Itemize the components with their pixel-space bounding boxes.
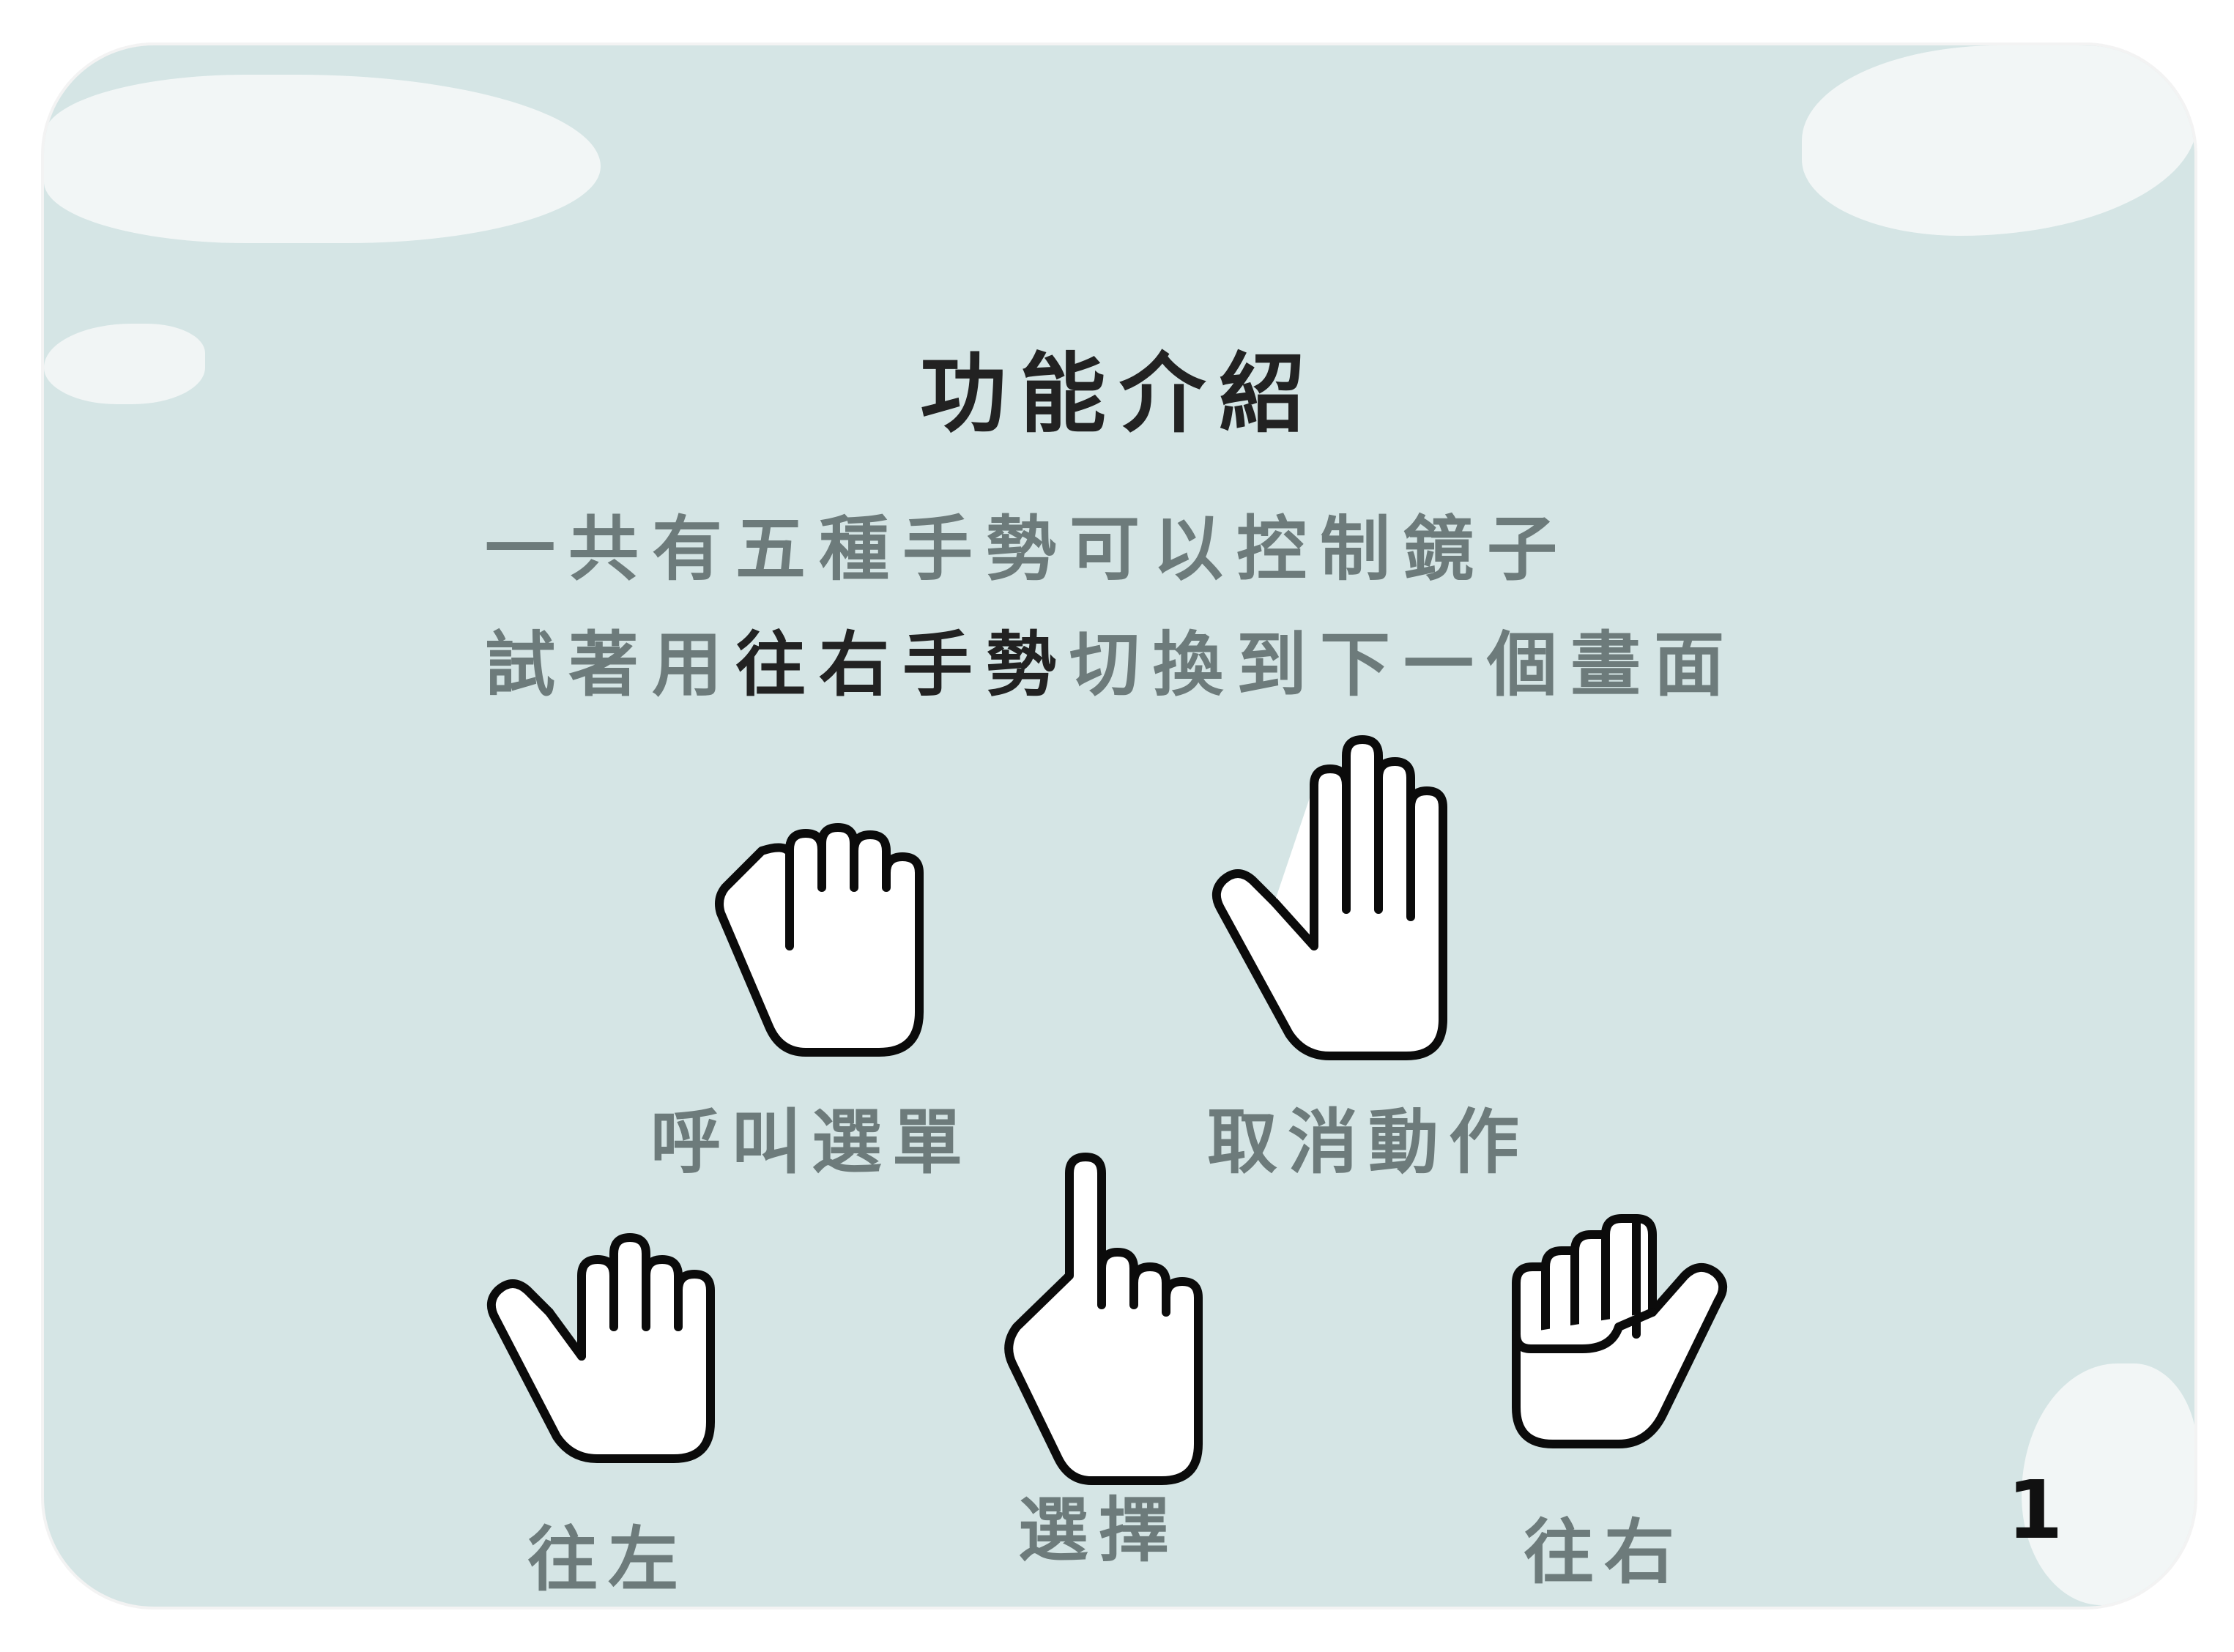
gesture-select-label: 選擇 bbox=[1018, 1489, 1179, 1571]
intro-line-2-prefix: 試著用 bbox=[485, 624, 735, 706]
pointing-finger-icon bbox=[1004, 1153, 1203, 1485]
intro-line-2-suffix: 切換到下一個畫面 bbox=[1069, 624, 1737, 706]
gesture-menu-label: 呼叫選單 bbox=[650, 1101, 973, 1183]
texture-splash-bottom-right bbox=[2022, 1363, 2194, 1605]
gesture-menu bbox=[710, 792, 945, 1074]
fist-icon bbox=[715, 823, 924, 1057]
slide-panel: 功能介紹 一共有五種手勢可以控制鏡子 試著用往右手勢切換到下一個畫面 呼叫選單 … bbox=[44, 45, 2194, 1607]
hand-right-icon bbox=[1512, 1214, 1727, 1448]
page-number: 1 bbox=[2007, 1463, 2063, 1557]
texture-splash-left bbox=[44, 324, 205, 404]
intro-line-2-highlight: 往右手勢 bbox=[735, 624, 1069, 706]
open-palm-icon bbox=[1211, 735, 1447, 1060]
gesture-cancel bbox=[1201, 726, 1465, 1081]
texture-splash-top-left bbox=[44, 75, 601, 243]
page-title: 功能介紹 bbox=[919, 343, 1318, 444]
gesture-right bbox=[1502, 1202, 1765, 1491]
hand-left-icon bbox=[486, 1233, 715, 1463]
gesture-select bbox=[974, 1151, 1238, 1513]
gesture-left bbox=[476, 1195, 740, 1491]
gesture-cancel-label: 取消動作 bbox=[1207, 1101, 1529, 1183]
texture-splash-top-right bbox=[1802, 45, 2194, 236]
intro-line-2: 試著用往右手勢切換到下一個畫面 bbox=[485, 608, 1737, 710]
gesture-right-label: 往右 bbox=[1524, 1511, 1685, 1593]
intro-line-1: 一共有五種手勢可以控制鏡子 bbox=[485, 508, 1570, 590]
gesture-left-label: 往左 bbox=[527, 1519, 689, 1601]
